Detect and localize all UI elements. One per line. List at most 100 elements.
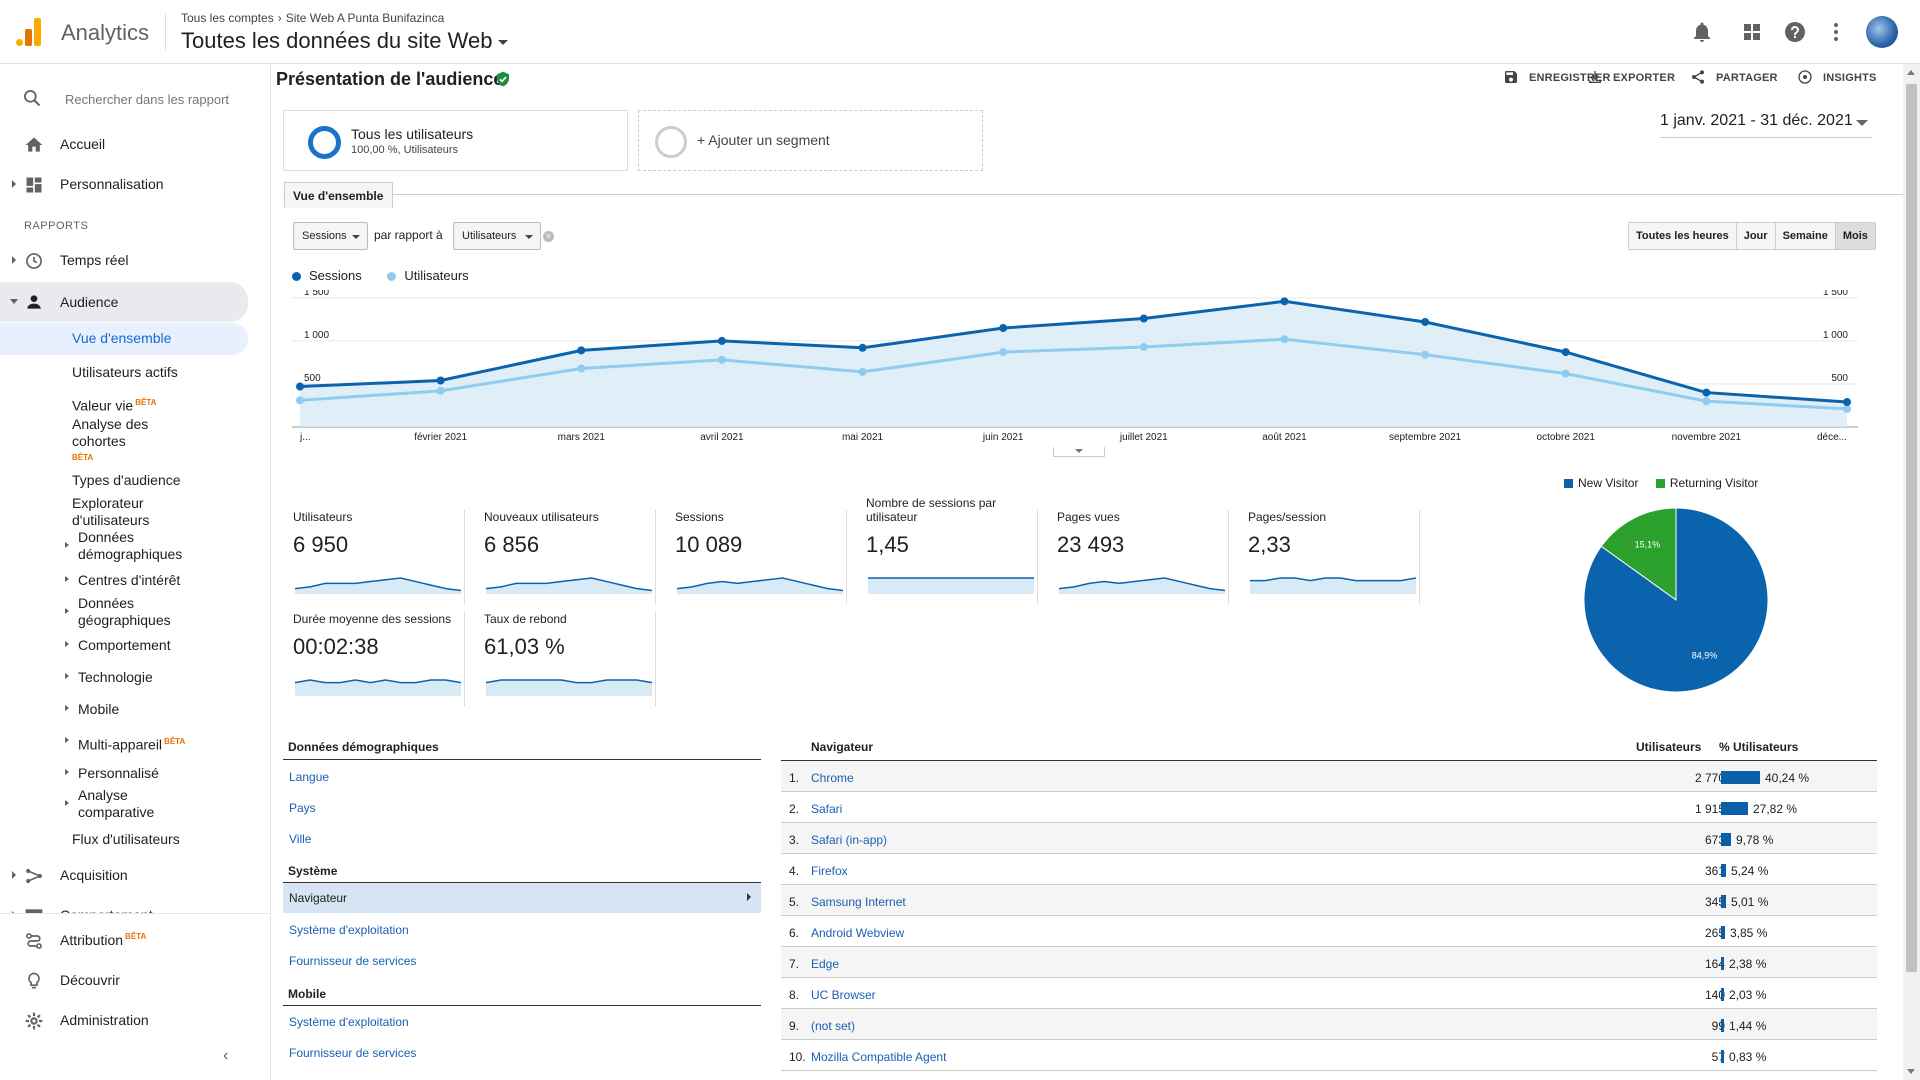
clear-comparison-icon[interactable]: × (543, 231, 554, 242)
metric-card[interactable]: Nombre de sessions par utilisateur 1,45 (866, 496, 1038, 604)
col-browser[interactable]: Navigateur (811, 740, 874, 754)
data-point-Utilisateurs[interactable] (296, 396, 304, 405)
nav-audience[interactable]: Audience (0, 282, 248, 322)
data-point-Utilisateurs[interactable] (717, 355, 726, 364)
data-point-Utilisateurs[interactable] (1280, 335, 1289, 344)
nav-user-explorer[interactable]: Explorateur d'utilisateurs (0, 495, 248, 531)
link-service-provider[interactable]: Fournisseur de services (289, 954, 417, 968)
row-browser-link[interactable]: Firefox (811, 864, 848, 878)
nav-customization[interactable]: Personnalisation (0, 166, 248, 202)
table-row[interactable]: 8. UC Browser 140 2,03 % (781, 978, 1877, 1009)
link-browser-selected[interactable]: Navigateur (283, 883, 761, 913)
table-row[interactable]: 3. Safari (in-app) 673 9,78 % (781, 823, 1877, 854)
nav-lifetime-value[interactable]: Valeur vie BÊTA (0, 391, 248, 414)
breadcrumb-property[interactable]: Site Web A Punta Bunifazinca (285, 11, 445, 25)
data-point-Sessions[interactable] (1702, 388, 1711, 397)
table-row[interactable]: 6. Android Webview 265 3,85 % (781, 916, 1877, 947)
segment-all-users[interactable]: Tous les utilisateurs 100,00 %, Utilisat… (283, 110, 628, 171)
nav-home[interactable]: Accueil (0, 126, 248, 162)
nav-acquisition[interactable]: Acquisition (0, 857, 248, 893)
link-mobile-service-provider[interactable]: Fournisseur de services (289, 1046, 417, 1060)
table-row[interactable]: 5. Samsung Internet 345 5,01 % (781, 885, 1877, 916)
link-country[interactable]: Pays (289, 801, 316, 815)
scroll-thumb[interactable] (1906, 84, 1917, 972)
nav-technology[interactable]: Technologie (0, 667, 248, 689)
metric-card[interactable]: Utilisateurs 6 950 (293, 510, 465, 604)
data-point-Sessions[interactable] (1139, 314, 1148, 323)
data-point-Utilisateurs[interactable] (436, 386, 445, 395)
nav-attribution[interactable]: Attribution BÊTA (0, 922, 248, 958)
data-point-Sessions[interactable] (858, 343, 867, 352)
link-os[interactable]: Système d'exploitation (289, 923, 409, 937)
data-point-Sessions[interactable] (1561, 348, 1570, 357)
data-point-Sessions[interactable] (1280, 297, 1289, 306)
data-point-Utilisateurs[interactable] (1843, 404, 1851, 413)
nav-discover[interactable]: Découvrir (0, 962, 248, 998)
table-row[interactable]: 1. Chrome 2 770 40,24 % (781, 761, 1877, 792)
row-browser-link[interactable]: (not set) (811, 1019, 856, 1033)
metric-selector-secondary[interactable]: Utilisateurs (453, 222, 541, 250)
gran-week[interactable]: Semaine (1775, 223, 1836, 249)
search-input[interactable]: Rechercher dans les rapport (65, 92, 230, 107)
table-row[interactable]: 10. Mozilla Compatible Agent 57 0,83 % (781, 1040, 1877, 1071)
apps-grid-icon[interactable] (1740, 20, 1764, 44)
nav-realtime[interactable]: Temps réel (0, 242, 248, 278)
gran-hourly[interactable]: Toutes les heures (1629, 223, 1737, 249)
metric-card[interactable]: Nouveaux utilisateurs 6 856 (484, 510, 656, 604)
col-users[interactable]: Utilisateurs (1636, 740, 1702, 754)
table-row[interactable]: 7. Edge 164 2,38 % (781, 947, 1877, 978)
row-browser-link[interactable]: Edge (811, 957, 840, 971)
scroll-up-icon[interactable] (1907, 70, 1915, 75)
share-button[interactable]: PARTAGER (1692, 70, 1778, 84)
more-vert-icon[interactable] (1824, 20, 1848, 44)
help-icon[interactable] (1783, 20, 1807, 44)
account-avatar[interactable] (1866, 16, 1898, 48)
col-users-pct[interactable]: % Utilisateurs (1719, 740, 1799, 754)
data-point-Utilisateurs[interactable] (858, 367, 867, 376)
breadcrumb[interactable]: Tous les comptes › Site Web A Punta Bunifa… (181, 11, 444, 25)
metric-selector-primary[interactable]: Sessions (293, 222, 368, 250)
view-selector[interactable]: Toutes les données du site Web (181, 28, 509, 54)
nav-cohort-analysis[interactable]: Analyse des cohortes BÊTA (0, 416, 248, 462)
metric-card[interactable]: Durée moyenne des sessions 00:02:38 (293, 612, 465, 706)
metric-card[interactable]: Pages/session 2,33 (1248, 510, 1420, 604)
data-point-Utilisateurs[interactable] (1702, 397, 1711, 406)
nav-active-users[interactable]: Utilisateurs actifs (0, 361, 248, 383)
analytics-logo[interactable] (16, 18, 42, 46)
table-row[interactable]: 2. Safari 1 915 27,82 % (781, 792, 1877, 823)
data-point-Utilisateurs[interactable] (999, 348, 1008, 357)
nav-admin[interactable]: Administration (0, 1002, 248, 1038)
nav-audience-overview[interactable]: Vue d'ensemble (0, 323, 248, 355)
data-point-Sessions[interactable] (717, 336, 726, 345)
data-point-Sessions[interactable] (296, 382, 304, 391)
pie-slice-New Visitor[interactable] (1584, 508, 1769, 693)
metric-card[interactable]: Sessions 10 089 (675, 510, 847, 604)
collapse-sidebar-icon[interactable]: ‹ (223, 1047, 229, 1064)
data-point-Utilisateurs[interactable] (1561, 369, 1570, 378)
data-point-Sessions[interactable] (1843, 398, 1851, 407)
breadcrumb-account[interactable]: Tous les comptes (181, 11, 274, 25)
data-point-Utilisateurs[interactable] (1139, 342, 1148, 351)
row-browser-link[interactable]: UC Browser (811, 988, 876, 1002)
row-browser-link[interactable]: Mozilla Compatible Agent (811, 1050, 947, 1064)
nav-audience-types[interactable]: Types d'audience (0, 469, 248, 491)
nav-interests[interactable]: Centres d'intérêt (0, 570, 248, 592)
table-row[interactable]: 9. (not set) 99 1,44 % (781, 1009, 1877, 1040)
metric-card[interactable]: Pages vues 23 493 (1057, 510, 1229, 604)
insights-button[interactable]: INSIGHTS (1798, 70, 1877, 84)
nav-behavior-sub[interactable]: Comportement (0, 635, 248, 657)
tab-overview[interactable]: Vue d'ensemble (284, 182, 393, 209)
data-point-Sessions[interactable] (577, 346, 586, 355)
data-point-Sessions[interactable] (999, 324, 1008, 333)
legend-users[interactable]: Utilisateurs (404, 268, 469, 283)
row-browser-link[interactable]: Safari (in-app) (811, 833, 888, 847)
legend-sessions[interactable]: Sessions (309, 268, 362, 283)
data-point-Utilisateurs[interactable] (577, 364, 586, 373)
row-browser-link[interactable]: Samsung Internet (811, 895, 906, 909)
data-point-Utilisateurs[interactable] (1421, 350, 1430, 359)
metric-card[interactable]: Taux de rebond 61,03 % (484, 612, 656, 706)
date-range-picker[interactable]: 1 janv. 2021 - 31 déc. 2021 (1660, 112, 1872, 138)
nav-users-flow[interactable]: Flux d'utilisateurs (0, 829, 248, 851)
report-search[interactable]: Rechercher dans les rapport (0, 78, 270, 118)
nav-demographics[interactable]: Données démographiques (0, 529, 248, 565)
